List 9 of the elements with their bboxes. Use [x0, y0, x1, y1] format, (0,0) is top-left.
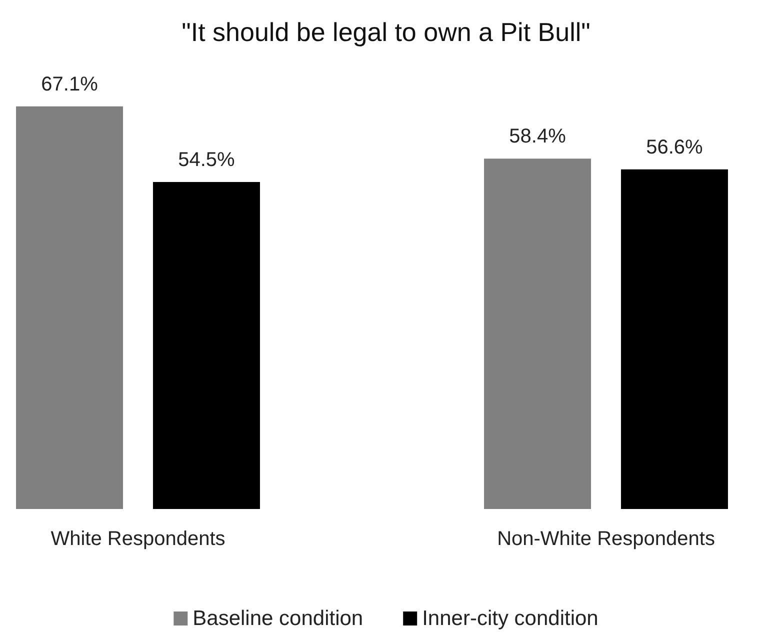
data-label: 54.5% — [178, 149, 236, 171]
legend-label: Baseline condition — [192, 607, 364, 630]
chart-title: "It should be legal to own a Pit Bull" — [182, 17, 590, 47]
data-label: 67.1% — [41, 73, 98, 96]
legend-label: Inner-city condition — [422, 607, 598, 630]
data-label: 58.4% — [509, 126, 566, 148]
x-tick-label: White Respondents — [50, 528, 226, 550]
x-tick-label: Non-White Respondents — [497, 528, 715, 550]
data-label: 56.6% — [646, 136, 704, 158]
